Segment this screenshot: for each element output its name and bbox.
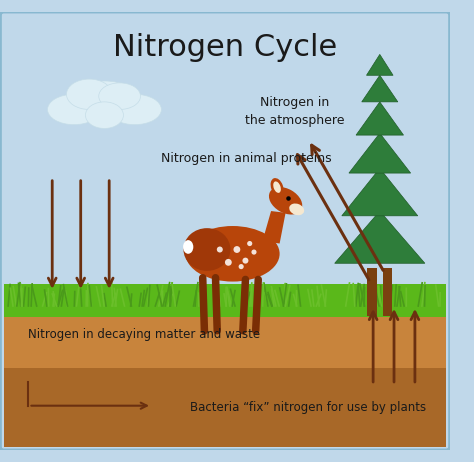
Ellipse shape [183,228,230,271]
Circle shape [225,259,232,266]
Ellipse shape [183,240,193,254]
Text: Nitrogen in
the atmosphere: Nitrogen in the atmosphere [245,96,344,127]
Ellipse shape [186,226,280,281]
Ellipse shape [66,79,112,109]
Ellipse shape [108,94,162,125]
Text: Bacteria “fix” nitrogen for use by plants: Bacteria “fix” nitrogen for use by plant… [190,401,426,414]
Polygon shape [349,133,410,173]
Circle shape [242,258,248,264]
Circle shape [238,264,244,269]
Ellipse shape [99,83,140,109]
Ellipse shape [289,203,304,215]
Bar [383,268,392,316]
Polygon shape [362,75,398,102]
Bar [4,368,446,447]
Ellipse shape [47,94,100,125]
Circle shape [217,247,223,253]
Polygon shape [366,55,393,75]
FancyBboxPatch shape [0,12,450,450]
Ellipse shape [85,102,123,128]
Ellipse shape [269,187,302,214]
Circle shape [234,246,240,253]
Text: Nitrogen in decaying matter and waste: Nitrogen in decaying matter and waste [28,328,261,341]
Bar [367,268,377,316]
Circle shape [251,249,256,255]
Circle shape [247,241,252,246]
Text: Nitrogen Cycle: Nitrogen Cycle [113,33,337,62]
Polygon shape [356,102,403,135]
Ellipse shape [273,182,281,193]
Ellipse shape [271,178,283,196]
Bar [4,284,446,317]
Bar [4,311,446,368]
Polygon shape [335,211,425,263]
Text: Nitrogen in animal proteins: Nitrogen in animal proteins [162,152,332,165]
Ellipse shape [68,81,140,123]
Polygon shape [263,211,286,243]
Polygon shape [342,168,418,216]
